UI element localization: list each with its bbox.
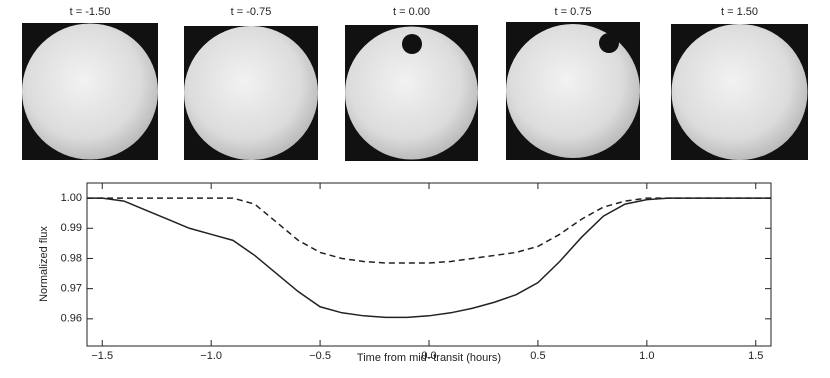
x-tick-label: −0.5 <box>309 350 331 362</box>
x-tick-label: 1.5 <box>748 350 763 362</box>
planet <box>599 33 619 53</box>
x-tick-label: −1.5 <box>91 350 113 362</box>
flux-line <box>87 197 771 264</box>
flux-line <box>87 197 771 319</box>
panel-title: t = 0.75 <box>554 6 591 18</box>
planet <box>402 34 422 54</box>
panel-title: t = 1.50 <box>721 6 758 18</box>
x-tick-label: 1.0 <box>639 350 654 362</box>
stellar-disk <box>22 23 158 160</box>
panel-title: t = 0.00 <box>393 6 430 18</box>
y-tick-label: 0.98 <box>61 252 82 264</box>
x-tick-label: −1.0 <box>200 350 222 362</box>
x-tick-label: 0.5 <box>530 350 545 362</box>
panel-title: t = -0.75 <box>231 6 272 18</box>
y-tick-label: 0.96 <box>61 313 82 325</box>
y-tick-label: 0.97 <box>61 283 82 295</box>
x-axis-label: Time from mid−transit (hours) <box>357 352 501 364</box>
stellar-disk <box>671 24 808 160</box>
stellar-disk <box>345 26 478 160</box>
y-tick-label: 1.00 <box>61 192 82 204</box>
panel-title: t = -1.50 <box>70 6 111 18</box>
plot-frame <box>86 182 772 347</box>
stellar-disk <box>184 26 318 160</box>
y-axis-label: Normalized flux <box>38 226 50 302</box>
x-tick-label: 0.0 <box>421 350 436 362</box>
y-tick-label: 0.99 <box>61 222 82 234</box>
stellar-disk <box>506 24 640 158</box>
